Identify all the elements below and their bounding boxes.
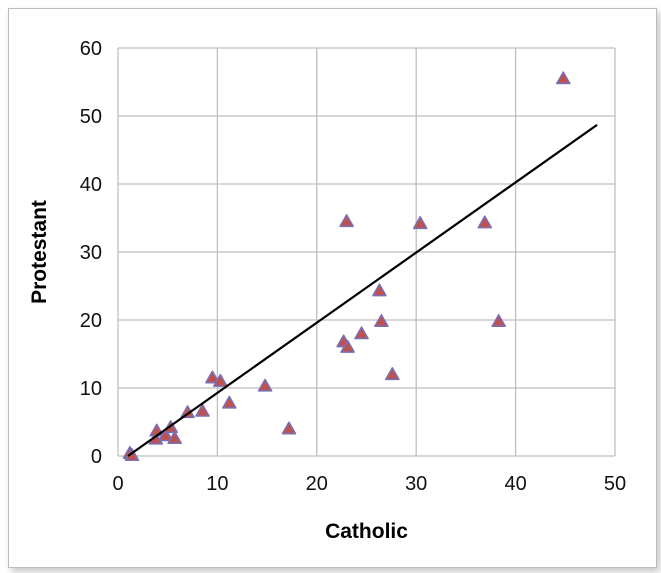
data-point <box>222 395 237 409</box>
grid-lines <box>117 47 616 457</box>
data-point <box>257 378 273 392</box>
data-point <box>281 421 297 435</box>
x-tick-label: 10 <box>206 473 228 495</box>
y-tick-label: 0 <box>91 446 102 468</box>
data-point <box>556 71 571 85</box>
data-point <box>354 326 369 340</box>
data-point <box>205 370 220 384</box>
tick-labels: 0 10 20 30 40 50 0 10 20 30 40 50 60 <box>80 38 626 495</box>
trendline-layer <box>127 123 598 457</box>
data-points <box>122 71 571 461</box>
data-point <box>340 339 355 353</box>
data-point <box>158 428 174 442</box>
data-point <box>339 214 354 228</box>
y-tick-label: 20 <box>80 310 102 332</box>
x-tick-label: 0 <box>112 473 123 495</box>
chart-frame <box>8 8 657 568</box>
data-point <box>195 403 210 417</box>
x-axis-label: Catholic <box>325 520 408 543</box>
x-tick-label: 40 <box>504 473 526 495</box>
y-tick-label: 10 <box>80 378 102 400</box>
data-point <box>213 373 228 387</box>
trendline <box>127 123 598 457</box>
data-point <box>491 314 507 328</box>
data-point <box>149 423 165 437</box>
data-point <box>374 314 389 328</box>
y-axis-label: Protestant <box>28 200 51 304</box>
data-point <box>477 215 493 229</box>
data-point <box>385 367 400 381</box>
y-tick-label: 60 <box>80 38 102 60</box>
data-point <box>372 283 387 297</box>
data-point <box>412 216 428 230</box>
y-tick-label: 40 <box>80 174 102 196</box>
x-tick-label: 20 <box>306 473 328 495</box>
y-tick-label: 30 <box>80 242 102 264</box>
x-tick-label: 30 <box>405 473 427 495</box>
y-tick-label: 50 <box>80 106 102 128</box>
x-tick-label: 50 <box>604 473 626 495</box>
data-point <box>167 431 182 444</box>
